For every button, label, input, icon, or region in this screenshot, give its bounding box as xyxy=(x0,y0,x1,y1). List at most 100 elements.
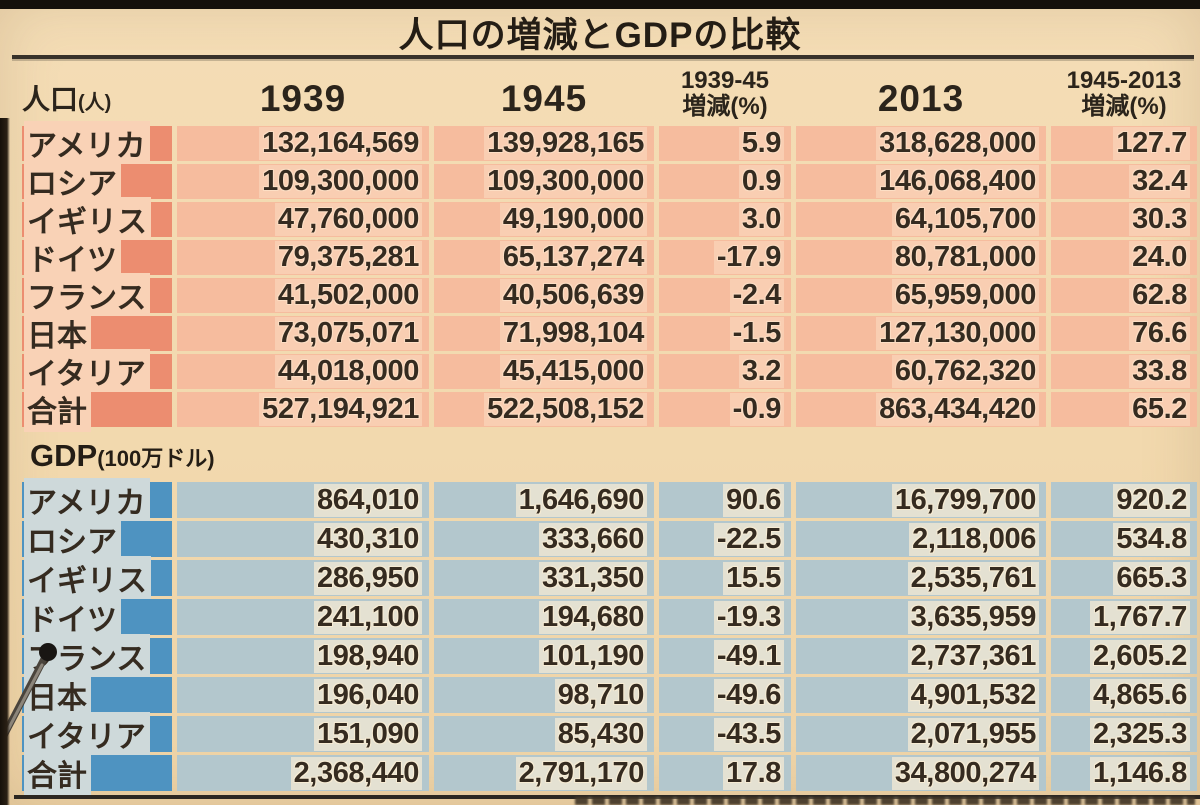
value-2013: 65,959,000 xyxy=(796,278,1046,313)
value-change-1945-2013: 920.2 xyxy=(1051,482,1197,518)
page-title: 人口の増減とGDPの比較 xyxy=(398,15,802,55)
top-frame-bar xyxy=(0,0,1200,9)
country-label: ドイツ xyxy=(22,235,172,280)
value-change-1939-45: 17.8 xyxy=(659,755,791,791)
value-change-1939-45: -1.5 xyxy=(659,316,791,351)
value-change-1939-45: -17.9 xyxy=(659,240,791,275)
gdp-section-header: GDP(100万ドル) xyxy=(30,438,215,474)
value-1945: 109,300,000 xyxy=(434,164,654,199)
country-label: ドイツ xyxy=(22,594,172,640)
value-change-1945-2013: 127.7 xyxy=(1051,126,1197,161)
value-2013: 16,799,700 xyxy=(796,482,1046,518)
value-2013: 2,071,955 xyxy=(796,716,1046,752)
value-1939: 132,164,569 xyxy=(177,126,429,161)
value-2013: 60,762,320 xyxy=(796,354,1046,389)
title-divider xyxy=(12,55,1194,59)
value-1945: 71,998,104 xyxy=(434,316,654,351)
value-change-1945-2013: 4,865.6 xyxy=(1051,677,1197,713)
pointer-stick xyxy=(0,643,57,750)
value-change-1939-45: -0.9 xyxy=(659,392,791,427)
change1-range-label: 1939-45 xyxy=(680,67,770,95)
value-1945: 65,137,274 xyxy=(434,240,654,275)
value-change-1939-45: -49.6 xyxy=(659,677,791,713)
population-header-label: 人口 xyxy=(22,84,79,115)
value-1945: 331,350 xyxy=(434,560,654,596)
value-change-1945-2013: 62.8 xyxy=(1051,278,1197,313)
value-2013: 146,068,400 xyxy=(796,164,1046,199)
gdp-header-label: GDP xyxy=(30,438,98,473)
title-bar: 人口の増減とGDPの比較 xyxy=(0,9,1200,55)
clipped-source-note xyxy=(575,797,1195,805)
value-change-1939-45: 3.2 xyxy=(659,354,791,389)
value-change-1939-45: 90.6 xyxy=(659,482,791,518)
value-change-1945-2013: 32.4 xyxy=(1051,164,1197,199)
value-1945: 522,508,152 xyxy=(434,392,654,427)
table-header: 人口(人) 1939 1945 1939-45 増減(%) 2013 1945-… xyxy=(0,60,1200,120)
value-1945: 1,646,690 xyxy=(434,482,654,518)
value-1939: 41,502,000 xyxy=(177,278,429,313)
change2-unit-label: 増減(%) xyxy=(1081,93,1167,121)
value-1939: 527,194,921 xyxy=(177,392,429,427)
value-2013: 2,737,361 xyxy=(796,638,1046,674)
value-2013: 34,800,274 xyxy=(796,755,1046,791)
value-1945: 194,680 xyxy=(434,599,654,635)
value-change-1939-45: -2.4 xyxy=(659,278,791,313)
country-label: ロシア xyxy=(22,159,172,204)
country-label: イギリス xyxy=(22,555,172,601)
column-header-2013: 2013 xyxy=(877,78,965,119)
country-label: 日本 xyxy=(22,311,172,356)
value-change-1945-2013: 30.3 xyxy=(1051,202,1197,237)
value-1939: 44,018,000 xyxy=(177,354,429,389)
value-1939: 196,040 xyxy=(177,677,429,713)
country-label: イタリア xyxy=(22,711,172,757)
value-change-1939-45: 0.9 xyxy=(659,164,791,199)
value-change-1945-2013: 33.8 xyxy=(1051,354,1197,389)
value-1945: 101,190 xyxy=(434,638,654,674)
country-label: アメリカ xyxy=(22,477,172,523)
value-2013: 80,781,000 xyxy=(796,240,1046,275)
population-table: アメリカ 132,164,569 139,928,165 5.9 318,628… xyxy=(0,121,1200,432)
country-label: ロシア xyxy=(22,516,172,562)
gdp-header-unit: (100万ドル) xyxy=(97,446,215,471)
value-change-1945-2013: 1,146.8 xyxy=(1051,755,1197,791)
column-header-change-1945-2013: 1945-2013 増減(%) xyxy=(1051,68,1197,120)
value-change-1945-2013: 65.2 xyxy=(1051,392,1197,427)
value-1939: 79,375,281 xyxy=(177,240,429,275)
value-1939: 430,310 xyxy=(177,521,429,557)
country-label: アメリカ xyxy=(22,121,172,166)
value-change-1939-45: -22.5 xyxy=(659,521,791,557)
value-1945: 85,430 xyxy=(434,716,654,752)
value-1939: 73,075,071 xyxy=(177,316,429,351)
column-header-change-1939-45: 1939-45 増減(%) xyxy=(659,68,791,120)
value-change-1939-45: 5.9 xyxy=(659,126,791,161)
value-1945: 40,506,639 xyxy=(434,278,654,313)
value-2013: 3,635,959 xyxy=(796,599,1046,635)
value-change-1945-2013: 2,605.2 xyxy=(1051,638,1197,674)
column-header-1945: 1945 xyxy=(500,78,588,119)
value-1939: 864,010 xyxy=(177,482,429,518)
value-1939: 198,940 xyxy=(177,638,429,674)
value-change-1939-45: 3.0 xyxy=(659,202,791,237)
value-1939: 241,100 xyxy=(177,599,429,635)
value-1945: 2,791,170 xyxy=(434,755,654,791)
country-label: 合計 xyxy=(22,750,172,796)
value-change-1939-45: 15.5 xyxy=(659,560,791,596)
change1-unit-label: 増減(%) xyxy=(682,93,768,121)
value-1939: 286,950 xyxy=(177,560,429,596)
left-frame-edge xyxy=(0,118,10,805)
value-1939: 109,300,000 xyxy=(177,164,429,199)
column-header-1939: 1939 xyxy=(259,78,347,119)
value-change-1939-45: -49.1 xyxy=(659,638,791,674)
country-label: イギリス xyxy=(22,197,172,242)
value-2013: 2,118,006 xyxy=(796,521,1046,557)
population-header-unit: (人) xyxy=(78,92,112,114)
gdp-table: アメリカ 864,010 1,646,690 90.6 16,799,700 9… xyxy=(0,477,1200,796)
value-2013: 64,105,700 xyxy=(796,202,1046,237)
value-1939: 47,760,000 xyxy=(177,202,429,237)
value-1939: 2,368,440 xyxy=(177,755,429,791)
value-2013: 2,535,761 xyxy=(796,560,1046,596)
country-label: 合計 xyxy=(22,387,172,432)
country-label: フランス xyxy=(22,273,172,318)
value-2013: 318,628,000 xyxy=(796,126,1046,161)
